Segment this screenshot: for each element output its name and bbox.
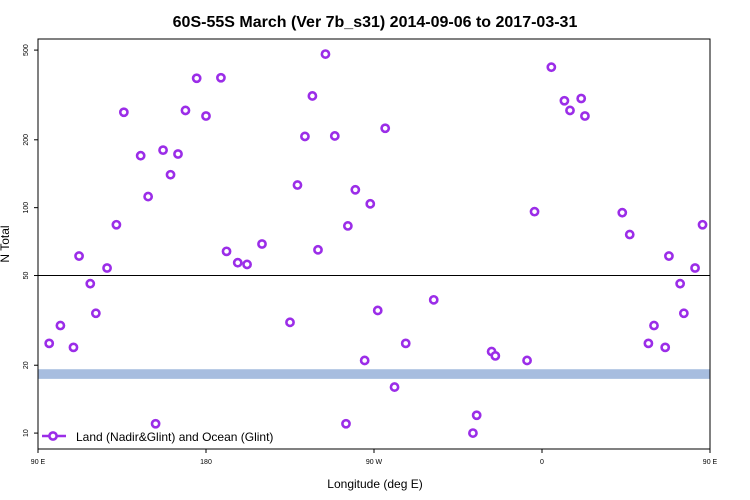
data-point: [365, 198, 376, 209]
data-point: [546, 62, 557, 73]
data-point: [660, 342, 671, 353]
data-point: [173, 149, 183, 159]
data-point: [180, 105, 191, 116]
data-point: [257, 239, 267, 249]
data-point: [85, 278, 96, 289]
data-point: [216, 72, 226, 83]
data-point: [490, 350, 501, 361]
data-point: [675, 278, 686, 289]
data-point: [400, 338, 411, 349]
data-point: [102, 263, 112, 273]
data-point: [678, 308, 689, 319]
data-point: [111, 219, 122, 230]
data-point: [191, 73, 202, 84]
data-point: [320, 49, 331, 59]
data-point: [143, 191, 154, 202]
data-point: [300, 131, 310, 142]
plot-frame: [37, 38, 711, 450]
data-point: [342, 221, 353, 231]
data-point: [118, 107, 129, 118]
data-point: [359, 355, 370, 366]
data-point: [643, 338, 654, 349]
data-point: [150, 418, 161, 429]
data-point: [576, 93, 587, 104]
y-tick-label: 10: [23, 429, 30, 437]
data-point: [313, 244, 323, 255]
data-point: [624, 229, 635, 240]
x-tick-label: 0: [540, 459, 544, 466]
plot-area: 90 E 180 90 W 0 90 E 10 20 50 100 200 500: [23, 44, 718, 466]
y-tick-label: 20: [23, 361, 30, 369]
y-axis-label: N Total: [0, 225, 12, 262]
data-point: [522, 355, 532, 366]
data-point: [165, 169, 176, 180]
data-point: [617, 207, 628, 218]
data-point: [201, 111, 211, 121]
data-point: [664, 251, 674, 261]
data-point: [135, 150, 146, 161]
data-point: [221, 246, 232, 257]
data-point: [389, 382, 400, 392]
data-point: [580, 111, 590, 121]
data-point: [68, 342, 79, 353]
data-point: [690, 263, 700, 273]
data-point: [697, 219, 708, 230]
data-point: [158, 145, 168, 156]
data-point: [380, 123, 391, 134]
data-point: [55, 320, 66, 331]
data-point: [44, 338, 55, 349]
legend: Land (Nadir&Glint) and Ocean (Glint): [42, 430, 273, 444]
data-point: [649, 320, 659, 331]
data-point: [565, 105, 575, 116]
x-tick-label: 90 W: [366, 459, 383, 466]
legend-marker: [48, 431, 58, 441]
data-point: [307, 91, 318, 101]
data-point: [232, 257, 243, 268]
data-point: [428, 294, 439, 305]
data-point: [329, 131, 340, 141]
x-tick-label: 90 E: [703, 459, 718, 466]
legend-label: Land (Nadir&Glint) and Ocean (Glint): [76, 430, 273, 444]
x-axis-label: Longitude (deg E): [327, 477, 422, 491]
data-point: [90, 308, 101, 319]
threshold-band: [38, 369, 710, 379]
y-tick-label: 50: [23, 272, 30, 280]
data-point: [468, 428, 478, 438]
y-tick-label: 500: [23, 44, 30, 56]
x-tick-label: 90 E: [31, 459, 46, 466]
data-point: [350, 184, 361, 195]
chart-title: 60S-55S March (Ver 7b_s31) 2014-09-06 to…: [173, 14, 578, 31]
data-point: [372, 305, 383, 316]
y-tick-label: 200: [23, 134, 30, 146]
x-tick-label: 180: [200, 459, 212, 466]
data-point: [529, 206, 540, 217]
data-point: [74, 251, 84, 261]
data-point: [285, 317, 295, 328]
data-point: [559, 95, 570, 106]
data-point: [292, 180, 303, 190]
data-point: [341, 418, 351, 429]
y-tick-label: 100: [23, 202, 30, 214]
data-point: [242, 259, 252, 270]
data-point: [471, 410, 482, 421]
